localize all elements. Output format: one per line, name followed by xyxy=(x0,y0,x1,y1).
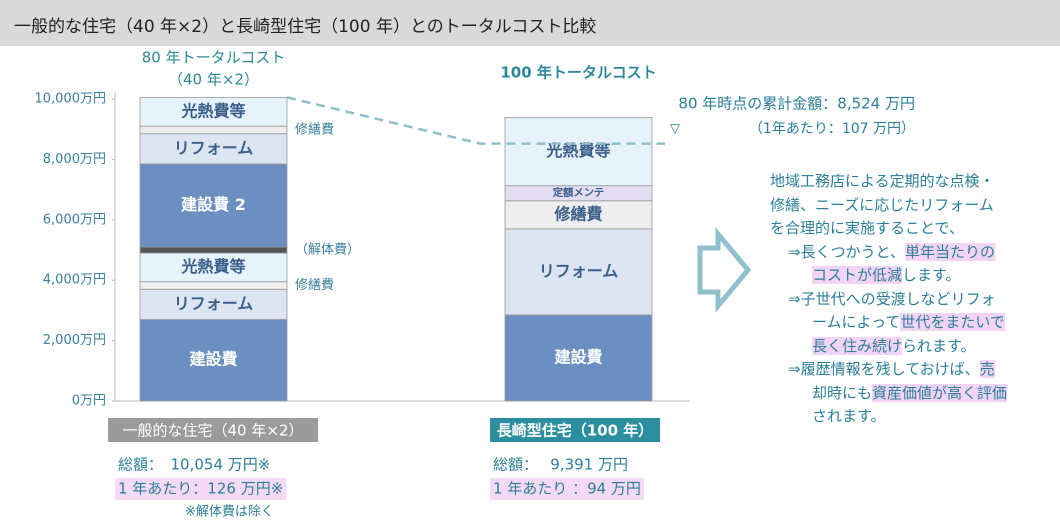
segment-label: リフォーム xyxy=(174,138,254,157)
summary-line: 1 年あたり ：94 万円 xyxy=(493,480,641,498)
segment-label: 建設費 xyxy=(554,347,602,366)
note-text: 却時にも xyxy=(812,383,873,402)
note-line: 却時にも資産価値が高く評価 xyxy=(770,382,1055,406)
segment-label: 建設費 2 xyxy=(181,195,246,214)
note-text: します。 xyxy=(902,266,961,284)
note-text: 地域工務店による定期的な点検・ xyxy=(770,172,995,190)
bar-segment xyxy=(139,133,288,165)
bar-segment xyxy=(504,200,653,230)
note-text: ⇒長くつかうと、 xyxy=(788,242,905,261)
bar-header: （40 年×2） xyxy=(168,71,259,89)
note-line: ⇒長くつかうと、単年当たりの xyxy=(770,241,1055,265)
bar-segment xyxy=(139,125,288,135)
bar-segment xyxy=(139,319,288,402)
note-text: られます。 xyxy=(902,336,976,355)
category-label: 長崎型住宅（100 年） xyxy=(497,422,654,440)
bar-segment xyxy=(139,96,288,127)
reference-marker: ▽ xyxy=(670,122,680,137)
note-text: されます。 xyxy=(812,407,886,425)
highlight xyxy=(115,478,287,500)
notes: 地域工務店による定期的な点検・ 修繕、ニーズに応じたリフォーム を合理的に実施するこ… xyxy=(770,170,1055,429)
bar-segment xyxy=(504,228,653,316)
segment-label: 修繕費 xyxy=(295,121,334,137)
note-line: コストが低減します。 xyxy=(770,264,1055,288)
note-line: 修繕、ニーズに応じたリフォーム xyxy=(770,194,1055,218)
note-highlight: 世代をまたいで xyxy=(900,313,1005,331)
note-text: ⇒子世代への受渡しなどリフォ xyxy=(788,289,996,308)
y-tick-label: 8,000万円 xyxy=(43,152,106,167)
segment-label: リフォーム xyxy=(174,294,254,313)
note-highlight: 資産価値が高く評価 xyxy=(872,383,1008,402)
note-highlight: 単年当たりの xyxy=(904,242,995,261)
note-text: 修繕、ニーズに応じたリフォーム xyxy=(770,195,994,214)
highlight xyxy=(490,478,644,500)
note-line: 長く住み続けられます。 xyxy=(770,335,1055,359)
note-line: ⇒子世代への受渡しなどリフォ xyxy=(770,288,1055,312)
y-tick-label: 0万円 xyxy=(72,394,106,409)
summary-line: 1 年あたり：126 万円※ xyxy=(118,480,283,498)
arrow-icon xyxy=(697,227,752,313)
y-tick-label: 4,000万円 xyxy=(43,273,106,288)
note-text: ⇒履歴情報を残しておけば、 xyxy=(788,360,980,378)
bar-header: 100 年トータルコスト xyxy=(500,64,656,82)
segment-label: 修繕費 xyxy=(295,277,334,293)
bar-segment xyxy=(504,314,653,402)
reference-label: （1年あたり：107 万円） xyxy=(749,121,915,137)
summary-line: 総額： 9,391 万円 xyxy=(493,456,628,474)
note-line: ームによって世代をまたいで xyxy=(770,311,1055,335)
header-bar: 一般的な住宅（40 年×2）と長崎型住宅（100 年）とのトータルコスト比較 xyxy=(0,0,1060,46)
segment-label: 修繕費 xyxy=(553,204,602,223)
segment-label: 光熱費等 xyxy=(180,101,245,120)
y-tick-label: 10,000万円 xyxy=(35,92,107,107)
bar-segment xyxy=(139,252,288,283)
note-text: を合理的に実施することで、 xyxy=(770,219,964,237)
category-label: 一般的な住宅（40 年×2） xyxy=(123,422,304,440)
bar-header: 80 年トータルコスト xyxy=(142,49,286,67)
note-line: されます。 xyxy=(770,405,1055,429)
reference-line xyxy=(286,96,665,145)
bar-segment xyxy=(139,246,288,254)
note-text: ームによって xyxy=(812,313,901,331)
summary-line: 総額： 10,054 万円※ xyxy=(118,456,270,474)
bar-segment xyxy=(504,116,653,187)
bar-segment xyxy=(139,163,288,248)
reference-label: 80 年時点の累計金額：8,524 万円 xyxy=(678,95,915,113)
note-highlight: 長く住み続け xyxy=(812,336,903,355)
y-tick-label: 6,000万円 xyxy=(43,212,106,227)
segment-label: （解体費） xyxy=(295,243,360,258)
segment-label: リフォーム xyxy=(539,261,619,280)
y-tick-label: 2,000万円 xyxy=(43,333,106,348)
segment-label: 光熱費等 xyxy=(180,257,245,276)
bar-segment xyxy=(139,281,288,290)
note-highlight: 売 xyxy=(979,360,995,378)
category-box xyxy=(490,418,660,442)
note-line: を合理的に実施することで、 xyxy=(770,217,1055,241)
segment-label: 定額メンテ xyxy=(552,186,604,199)
note-line: ⇒履歴情報を残しておけば、売 xyxy=(770,358,1055,382)
category-box xyxy=(108,418,318,442)
note-highlight: コストが低減 xyxy=(812,266,903,284)
segment-label: 光熱費等 xyxy=(545,141,610,160)
note-line: 地域工務店による定期的な点検・ xyxy=(770,170,1055,194)
page-title: 一般的な住宅（40 年×2）と長崎型住宅（100 年）とのトータルコスト比較 xyxy=(14,17,597,37)
segment-label: 建設費 xyxy=(189,350,237,369)
footnote: ※解体費は除く xyxy=(185,505,274,520)
